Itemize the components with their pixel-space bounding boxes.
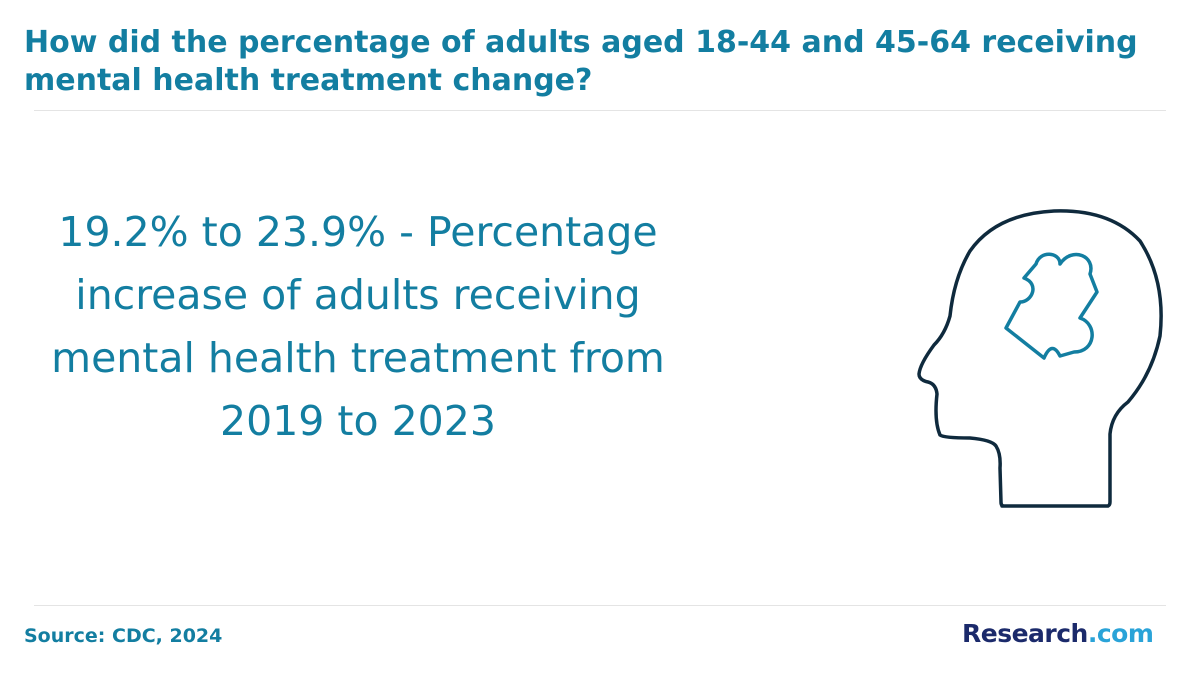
stat-text: 19.2% to 23.9% - Percentage increase of … (51, 208, 665, 445)
source-citation: Source: CDC, 2024 (24, 625, 223, 647)
top-divider (34, 110, 1166, 111)
puzzle-piece-icon (1004, 252, 1099, 360)
logo-suffix-text: .com (1087, 619, 1154, 648)
logo-primary-text: Research (962, 619, 1088, 648)
head-outline (917, 209, 1163, 508)
research-com-logo: Research.com (962, 619, 1154, 648)
bottom-divider (34, 605, 1166, 606)
head-with-puzzle-piece-icon (914, 206, 1170, 510)
page-title: How did the percentage of adults aged 18… (24, 25, 1138, 98)
